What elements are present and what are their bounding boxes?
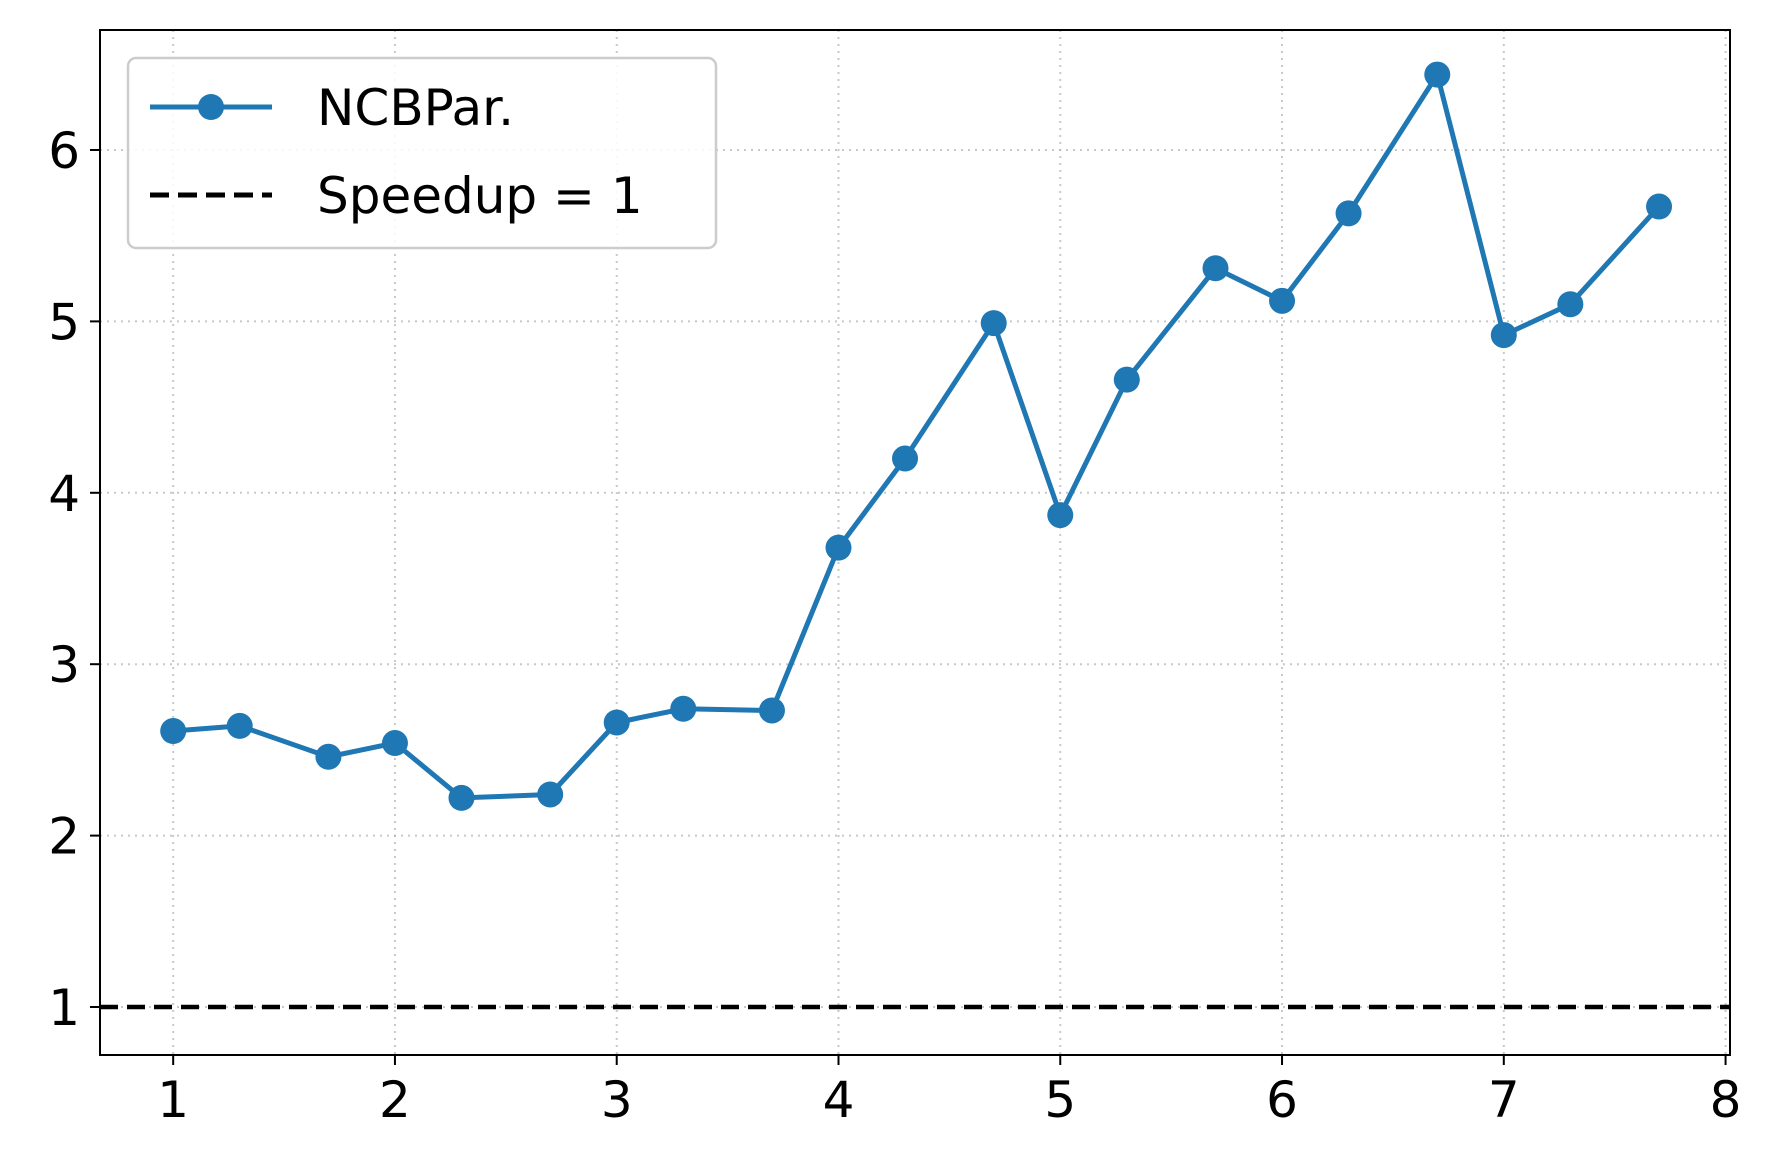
data-point-ncbpar <box>537 781 564 808</box>
legend-swatch-ncbpar-marker <box>198 94 224 120</box>
x-tick-label: 5 <box>1044 1071 1076 1129</box>
y-tick-label: 4 <box>48 465 80 523</box>
data-point-ncbpar <box>315 743 342 770</box>
x-tick-label: 4 <box>823 1071 855 1129</box>
data-point-ncbpar <box>1269 287 1296 314</box>
data-point-ncbpar <box>1202 255 1229 282</box>
data-point-ncbpar <box>825 534 852 561</box>
data-point-ncbpar <box>758 697 785 724</box>
data-point-ncbpar <box>1646 193 1673 220</box>
plot-frame <box>99 29 1731 1056</box>
x-tick-label: 3 <box>601 1071 633 1129</box>
data-point-ncbpar <box>603 709 630 736</box>
y-tick-label: 5 <box>48 293 80 351</box>
data-point-ncbpar <box>1047 502 1074 529</box>
x-tick-label: 7 <box>1488 1071 1520 1129</box>
y-tick-label: 2 <box>48 808 80 866</box>
data-point-ncbpar <box>226 712 253 739</box>
data-point-ncbpar <box>1557 291 1584 318</box>
legend-box <box>126 56 718 250</box>
x-axis-ticks: 1 2 3 4 5 6 7 8 <box>157 1055 1741 1129</box>
data-point-ncbpar <box>381 730 408 757</box>
x-tick-label: 2 <box>379 1071 411 1129</box>
y-axis-ticks: 1 2 3 4 5 6 <box>48 122 100 1037</box>
data-point-ncbpar <box>160 718 187 745</box>
series-layer <box>160 61 1673 811</box>
x-tick-label: 1 <box>157 1071 189 1129</box>
y-tick-label: 6 <box>48 122 80 180</box>
data-point-ncbpar <box>892 445 919 472</box>
y-tick-label: 3 <box>48 636 80 694</box>
data-point-ncbpar <box>1424 61 1451 88</box>
legend-label-speedup: Speedup = 1 <box>317 167 643 225</box>
data-point-ncbpar <box>980 310 1007 337</box>
data-point-ncbpar <box>1490 322 1517 349</box>
data-point-ncbpar <box>448 784 475 811</box>
data-point-ncbpar <box>1335 200 1362 227</box>
data-point-ncbpar <box>670 695 697 722</box>
data-point-ncbpar <box>1113 366 1140 393</box>
legend: NCBPar. Speedup = 1 <box>126 56 718 250</box>
y-tick-label: 1 <box>48 979 80 1037</box>
x-tick-label: 8 <box>1710 1071 1742 1129</box>
x-tick-label: 6 <box>1266 1071 1298 1129</box>
legend-label-ncbpar: NCBPar. <box>317 79 514 137</box>
